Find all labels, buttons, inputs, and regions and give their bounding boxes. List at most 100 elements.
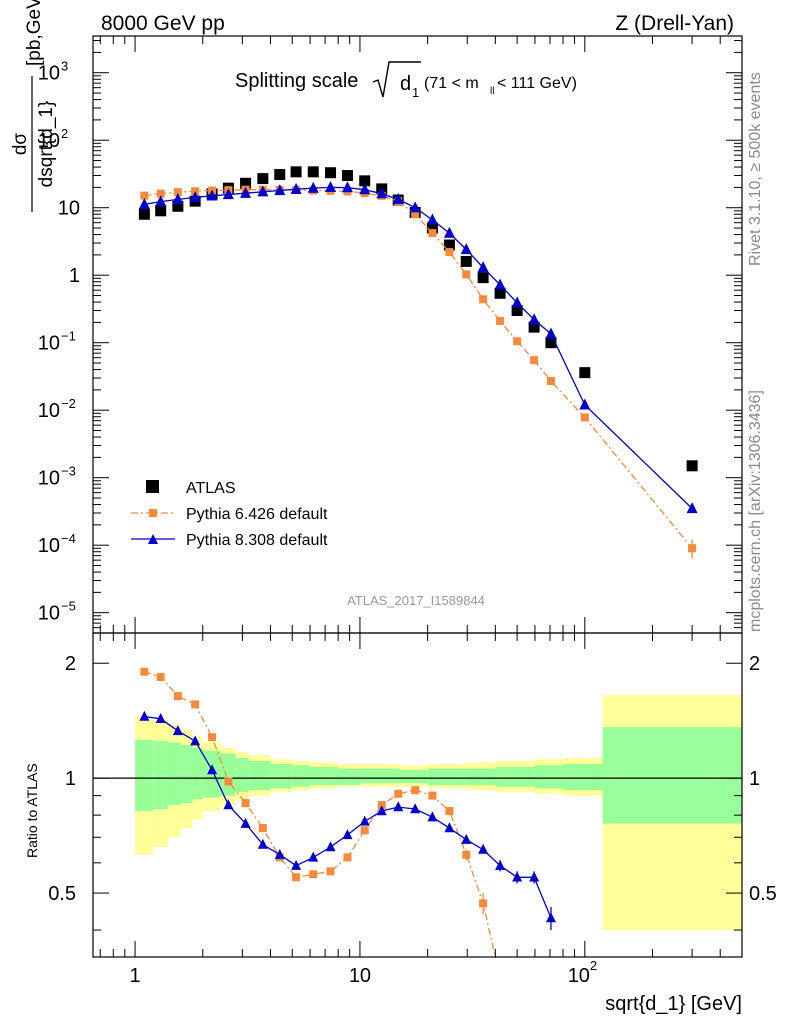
pythia8-point — [222, 188, 234, 200]
stat-uncertainty-band — [135, 739, 153, 812]
atlas-point — [240, 177, 252, 189]
ratio-panel: 0.5 0.51 12 21 10 10 2 — [48, 632, 777, 988]
pythia8-ratio-point — [240, 817, 251, 828]
pythia6-point — [513, 337, 522, 346]
stat-uncertainty-band — [427, 768, 468, 785]
pythia6-ratio-point — [394, 789, 403, 798]
pythia8-point — [290, 182, 302, 194]
x-tick-label: 1 — [130, 965, 141, 987]
y-label-numerator: dσ — [10, 133, 31, 156]
y-label-unit: [pb,GeV — [24, 0, 45, 66]
pythia6-point — [428, 229, 437, 238]
y-tick-label: 10 — [38, 535, 60, 557]
pythia6-ratio-point — [191, 700, 200, 709]
pythia8-point — [325, 181, 337, 193]
y-tick-label: 10 — [38, 130, 60, 152]
pythia8-ratio-point — [190, 735, 201, 746]
pythia8-ratio-point — [359, 815, 370, 826]
y-tick-label: 10 — [38, 468, 60, 490]
pythia8-point — [376, 187, 388, 199]
atlas-point — [257, 173, 269, 185]
atlas-point — [579, 367, 591, 379]
pythia6-point — [479, 295, 488, 304]
ratio-y-tick-label: 2 — [65, 653, 76, 675]
pythia8-ratio-point — [172, 725, 183, 736]
y-axis-label: dσ dsqrt{d_1} [pb,GeV -1 ] — [10, 0, 57, 212]
title-root-sub: 1 — [412, 85, 419, 100]
atlas-point — [290, 166, 302, 178]
pythia8-ratio-point — [545, 912, 556, 923]
stat-uncertainty-band — [338, 768, 360, 785]
ratio-y-tick-label-right: 2 — [749, 653, 760, 675]
pythia8-point — [138, 198, 150, 210]
pythia8-ratio-point — [139, 710, 150, 721]
analysis-watermark: ATLAS_2017_I1589844 — [347, 593, 485, 608]
pythia6-ratio-point — [343, 853, 352, 862]
stat-uncertainty-band — [167, 742, 181, 806]
legend-label-atlas: ATLAS — [186, 480, 236, 497]
pythia8-ratio-point — [478, 843, 489, 854]
y-tick-label: 10 — [38, 400, 60, 422]
atlas-point — [341, 170, 353, 182]
y-tick-label-exponent: −3 — [61, 464, 76, 479]
pythia6-ratio-point — [428, 791, 437, 800]
pythia6-point — [411, 210, 420, 219]
y-tick-label-exponent: 3 — [61, 59, 68, 74]
pythia8-ratio-point — [376, 805, 387, 816]
ratio-frame — [92, 632, 743, 958]
pythia8-point — [274, 184, 286, 196]
legend-marker-pythia6 — [149, 509, 157, 517]
pythia8-point — [494, 278, 506, 290]
pythia8-ratio-point — [444, 822, 455, 833]
pythia6-ratio-point — [241, 799, 250, 808]
pythia8-ratio-point — [223, 799, 234, 810]
pythia8-point — [409, 201, 421, 213]
sqrt-symbol — [372, 61, 421, 98]
pythia6-ratio-point — [292, 873, 301, 882]
atlas-point — [426, 222, 438, 234]
pythia6-ratio-point — [224, 777, 233, 786]
pythia8-ratio-point — [393, 801, 404, 812]
pythia6-point — [462, 270, 471, 279]
atlas-point — [274, 169, 286, 181]
atlas-point — [528, 321, 540, 333]
atlas-point — [359, 175, 371, 187]
ratio-y-label: Ratio to ATLAS — [24, 763, 40, 858]
pythia6-ratio-point — [258, 824, 267, 833]
y-tick-label-exponent: −2 — [61, 396, 76, 411]
stat-uncertainty-band — [534, 765, 564, 789]
pythia6-point — [530, 356, 539, 365]
stat-uncertainty-band — [602, 727, 742, 824]
atlas-point — [307, 166, 319, 178]
pythia8-ratio-point — [461, 833, 472, 844]
pythia8-point — [443, 226, 455, 238]
stat-uncertainty-band — [270, 763, 293, 789]
header-process: Z (Drell-Yan) — [615, 12, 734, 35]
legend-marker-pythia8 — [148, 534, 158, 544]
pythia6-ratio-point — [156, 673, 165, 682]
pythia6-point — [496, 316, 505, 325]
legend-marker-atlas — [146, 480, 159, 493]
atlas-point — [443, 239, 455, 251]
pythia8-point — [307, 181, 319, 193]
pythia6-ratio-point — [377, 801, 386, 810]
pythia6-point — [156, 189, 165, 198]
pythia6-point — [580, 413, 589, 422]
ratio-line-0 — [144, 671, 501, 978]
pythia8-point — [240, 186, 252, 198]
y-tick-label-exponent: −1 — [61, 329, 76, 344]
atlas-point — [494, 287, 506, 299]
pythia6-ratio-point — [462, 850, 471, 859]
pythia8-ratio-point — [207, 764, 218, 775]
pythia6-ratio-point — [445, 807, 454, 816]
pythia6-point — [546, 377, 555, 386]
pythia6-point — [445, 248, 454, 257]
pythia8-point — [477, 261, 489, 273]
ratio-y-tick-label: 0.5 — [48, 883, 76, 905]
atlas-point — [325, 167, 337, 179]
stat-uncertainty-band — [192, 747, 203, 800]
pythia8-point — [155, 195, 167, 207]
pythia8-point — [460, 243, 472, 255]
title-root: d — [400, 73, 411, 95]
